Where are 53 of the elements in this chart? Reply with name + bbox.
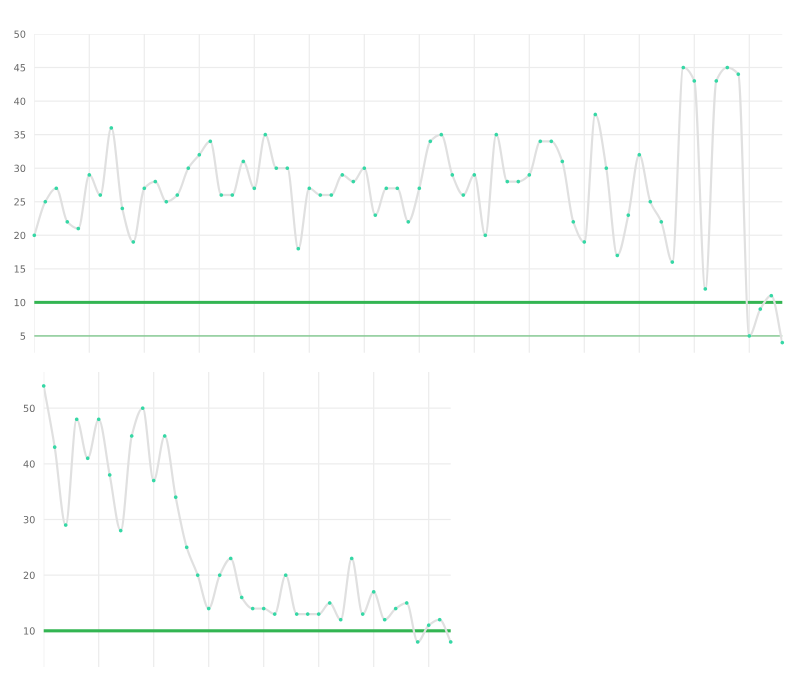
point <box>118 528 123 532</box>
point <box>306 612 310 616</box>
point <box>350 556 354 560</box>
point <box>86 456 90 460</box>
y-tick-label: 5 <box>20 332 26 340</box>
point <box>74 417 79 422</box>
point <box>316 612 321 616</box>
point <box>130 434 134 438</box>
y-tick-label: 30 <box>14 164 26 172</box>
y-tick-label: 20 <box>24 572 35 579</box>
y-tick-label: 45 <box>14 64 26 72</box>
point <box>272 612 277 616</box>
point <box>294 612 299 616</box>
point <box>250 606 255 610</box>
point <box>206 606 211 610</box>
point <box>240 596 244 600</box>
y-tick-label: 25 <box>14 198 26 206</box>
point <box>404 601 409 605</box>
y-tick-label: 10 <box>14 298 26 306</box>
point <box>52 445 57 449</box>
point <box>438 618 442 622</box>
point <box>174 495 178 500</box>
point <box>162 434 167 438</box>
y-tick-label: 50 <box>14 30 26 38</box>
point <box>228 556 233 560</box>
point <box>426 623 431 628</box>
point <box>42 384 46 388</box>
point <box>328 601 332 605</box>
point <box>284 573 288 577</box>
point <box>108 473 112 477</box>
point <box>372 590 376 594</box>
point <box>218 573 222 577</box>
y-tick-label: 40 <box>14 98 26 105</box>
point <box>394 606 398 610</box>
point <box>448 640 453 644</box>
y-tick-label: 10 <box>24 627 35 635</box>
point <box>382 618 387 622</box>
point <box>338 618 343 622</box>
y-tick-label: 15 <box>14 265 26 273</box>
point <box>96 417 101 422</box>
y-tick-label: 35 <box>14 131 26 138</box>
point <box>196 573 200 577</box>
y-tick-label: 40 <box>23 460 35 468</box>
point <box>262 606 266 610</box>
y-tick-label: 20 <box>14 232 26 240</box>
point <box>416 640 420 644</box>
point <box>64 523 68 527</box>
point <box>140 406 145 410</box>
y-tick-label: 30 <box>24 516 35 524</box>
point <box>184 545 189 550</box>
y-tick-label: 50 <box>24 404 35 412</box>
point <box>152 478 156 482</box>
point <box>360 612 365 616</box>
